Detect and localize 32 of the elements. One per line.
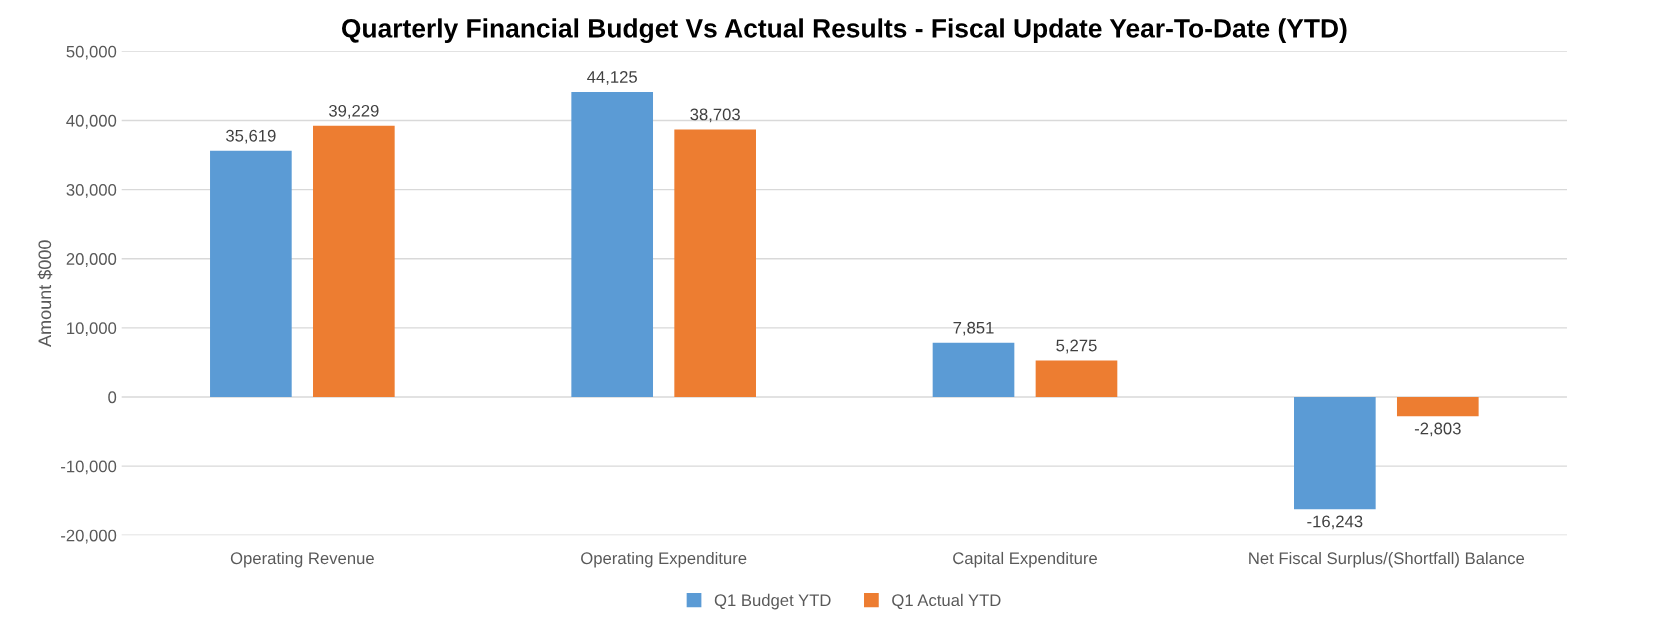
bar <box>932 342 1015 397</box>
data-label: 38,703 <box>690 108 740 123</box>
bar <box>1294 396 1376 510</box>
bar <box>571 91 654 397</box>
bar <box>313 125 395 397</box>
bar <box>1035 360 1118 397</box>
y-tick-label: 20,000 <box>66 253 117 267</box>
x-tick-label: Net Fiscal Surplus/(Shortfall) Balance <box>1249 551 1525 568</box>
y-tick-label: 30,000 <box>66 183 117 198</box>
data-label: 35,619 <box>226 129 276 144</box>
x-tick-label: Operating Revenue <box>230 551 374 568</box>
y-tick-label: -10,000 <box>61 460 117 475</box>
x-tick-label: Capital Expenditure <box>953 551 1097 568</box>
data-label: 7,851 <box>953 321 994 336</box>
y-tick-label: 50,000 <box>66 45 117 60</box>
bar <box>210 150 292 397</box>
legend-label: Q1 Actual YTD <box>892 593 1001 610</box>
data-label: 5,275 <box>1056 339 1097 354</box>
data-label: 44,125 <box>587 71 637 85</box>
y-tick-label: -20,000 <box>61 529 117 544</box>
bar <box>1396 396 1479 417</box>
y-tick-label: 40,000 <box>66 114 117 129</box>
chart-title: Quarterly Financial Budget Vs Actual Results - Fiscal Update Year-To-Date (YTD) <box>341 18 1347 44</box>
y-tick-label: 10,000 <box>67 322 117 337</box>
data-label: -2,803 <box>1414 422 1461 437</box>
x-tick-label: Operating Expenditure <box>581 551 747 568</box>
legend-label: Q1 Budget YTD <box>714 593 831 610</box>
data-label: 39,229 <box>328 104 379 119</box>
bar <box>674 129 756 397</box>
data-label: -16,243 <box>1307 515 1363 530</box>
y-tick-label: 0 <box>108 391 117 404</box>
y-axis-title: Amount $000 <box>37 240 53 347</box>
